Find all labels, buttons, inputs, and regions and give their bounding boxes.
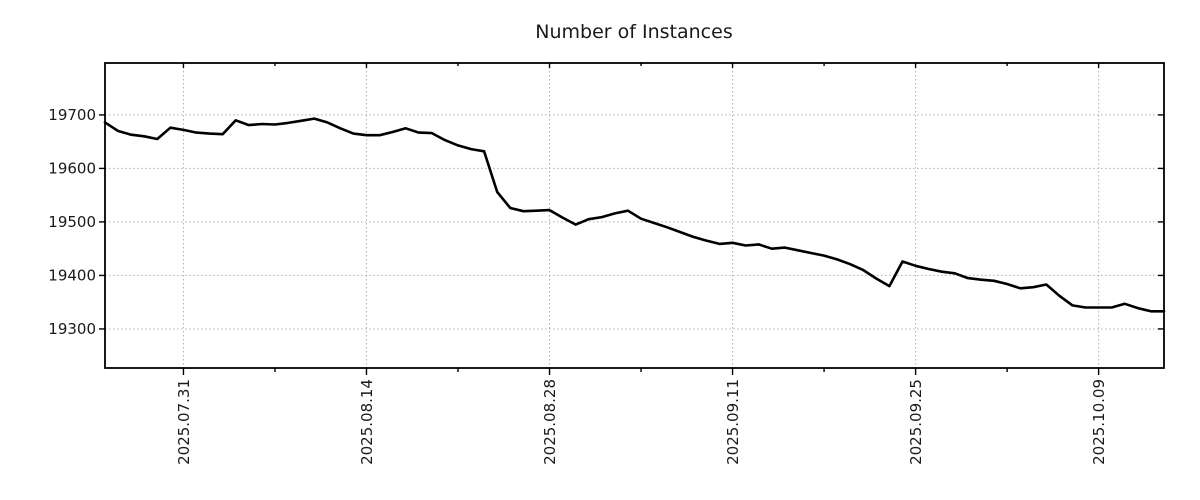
y-tick-label: 19600 — [48, 159, 96, 177]
x-tick-label: 2025.08.28 — [541, 379, 559, 465]
y-tick-label: 19400 — [48, 266, 96, 284]
axis-tick-labels: 19300 19400 19500 19600 19700 2025.07.31 2025.… — [48, 106, 1108, 465]
plot-border-rect — [104, 62, 1165, 369]
chart-title: Number of Instances — [535, 21, 732, 43]
x-tick-label: 2025.08.14 — [358, 379, 376, 465]
y-tick-label: 19300 — [48, 320, 96, 338]
x-tick-label: 2025.07.31 — [175, 379, 193, 465]
x-tick-label: 2025.10.09 — [1090, 379, 1108, 465]
axis-ticks — [99, 63, 1164, 375]
data-series — [103, 117, 1166, 313]
x-tick-label: 2025.09.11 — [724, 379, 742, 465]
y-tick-label: 19500 — [48, 213, 96, 231]
instances-line — [103, 117, 1166, 313]
plot-border — [104, 62, 1165, 369]
grid-lines — [105, 63, 1164, 368]
x-tick-label: 2025.09.25 — [907, 379, 925, 465]
y-tick-label: 19700 — [48, 106, 96, 124]
